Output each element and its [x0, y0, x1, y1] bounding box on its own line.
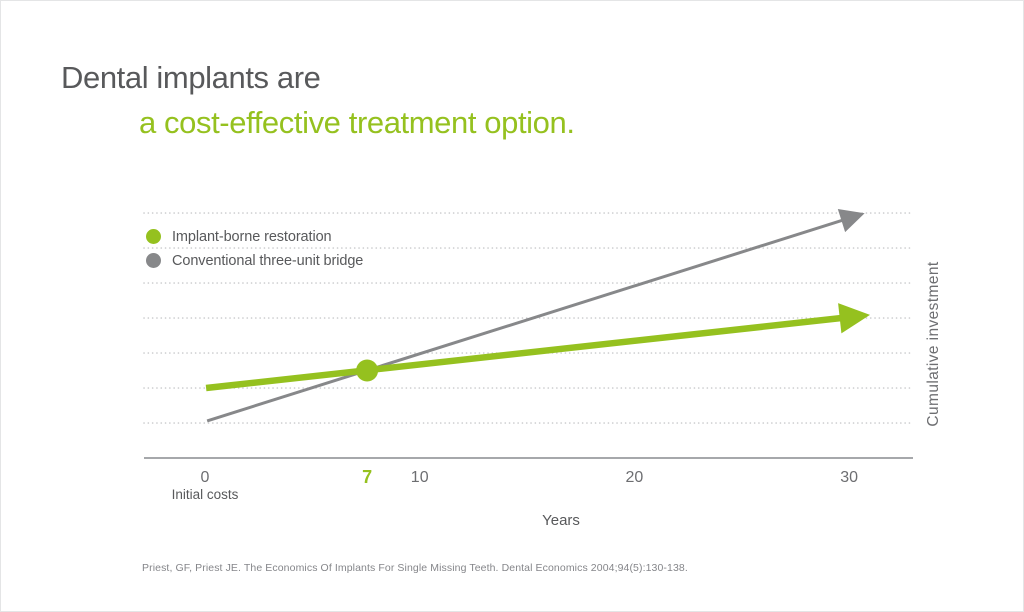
- x-tick-20: 20: [625, 469, 644, 486]
- implant-series-dot-icon: [146, 229, 161, 244]
- legend-label-implant: Implant-borne restoration: [172, 228, 332, 245]
- crossover-point-dot: [356, 359, 379, 382]
- series-line-bridge: [206, 208, 865, 423]
- chart-legend: Implant-borne restoration Conventional t…: [146, 225, 363, 273]
- bridge-series-dot-icon: [146, 253, 161, 268]
- y-axis-label: Cumulative investment: [925, 261, 942, 427]
- citation: Priest, GF, Priest JE. The Economics Of …: [142, 562, 688, 574]
- x-tick-7: 7: [362, 467, 373, 487]
- page-subtitle: a cost-effective treatment option.: [139, 105, 575, 140]
- x-axis-label: Years: [542, 512, 580, 529]
- legend-label-bridge: Conventional three-unit bridge: [172, 252, 364, 269]
- x-tick-10: 10: [410, 469, 429, 486]
- series-line-implant: [205, 303, 870, 392]
- legend-item-bridge: Conventional three-unit bridge: [146, 249, 363, 272]
- x-tick-0: 0: [200, 469, 210, 486]
- x-tick-30: 30: [840, 469, 858, 486]
- initial-costs-label: Initial costs: [171, 487, 239, 502]
- page-title: Dental implants are: [61, 60, 321, 95]
- legend-item-implant: Implant-borne restoration: [146, 225, 363, 248]
